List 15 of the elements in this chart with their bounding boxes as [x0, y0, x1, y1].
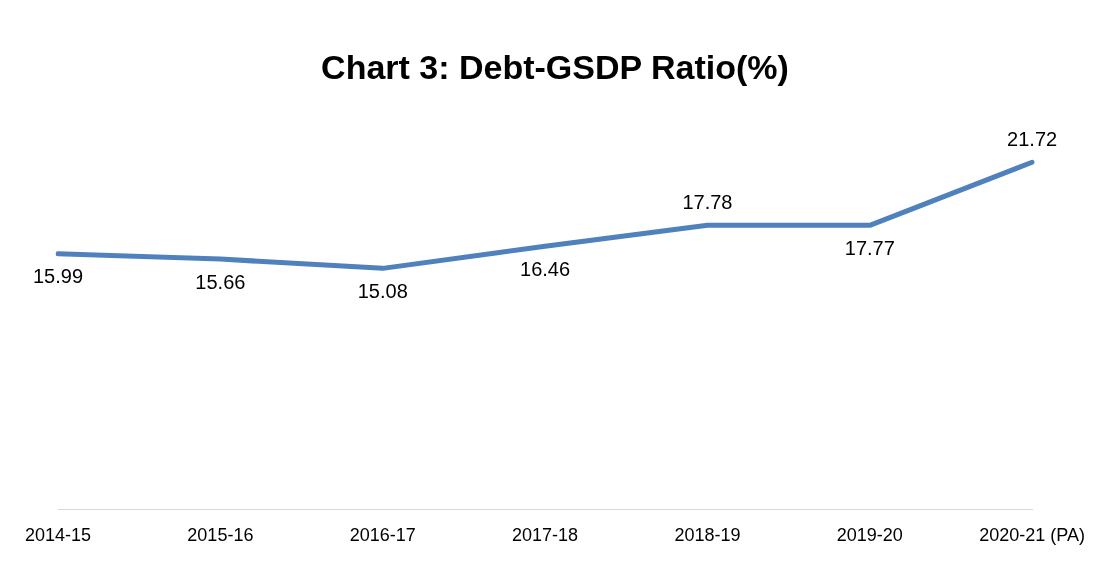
data-label: 15.08	[357, 279, 408, 302]
x-tick-label: 2016-17	[349, 525, 416, 546]
x-tick-label: 2018-19	[674, 525, 741, 546]
data-label: 21.72	[1007, 127, 1058, 150]
x-tick-label: 2015-16	[187, 525, 254, 546]
data-label: 17.77	[844, 236, 895, 259]
data-label: 17.78	[682, 190, 733, 213]
x-tick-label: 2020-21 (PA)	[979, 525, 1086, 546]
data-label: 16.46	[520, 257, 571, 280]
x-tick-label: 2019-20	[836, 525, 903, 546]
data-label: 15.66	[195, 270, 246, 293]
data-label: 15.99	[33, 265, 84, 288]
x-tick-label: 2017-18	[512, 525, 579, 546]
chart-title: Chart 3: Debt-GSDP Ratio(%)	[321, 47, 789, 86]
x-tick-label: 2014-15	[25, 525, 92, 546]
